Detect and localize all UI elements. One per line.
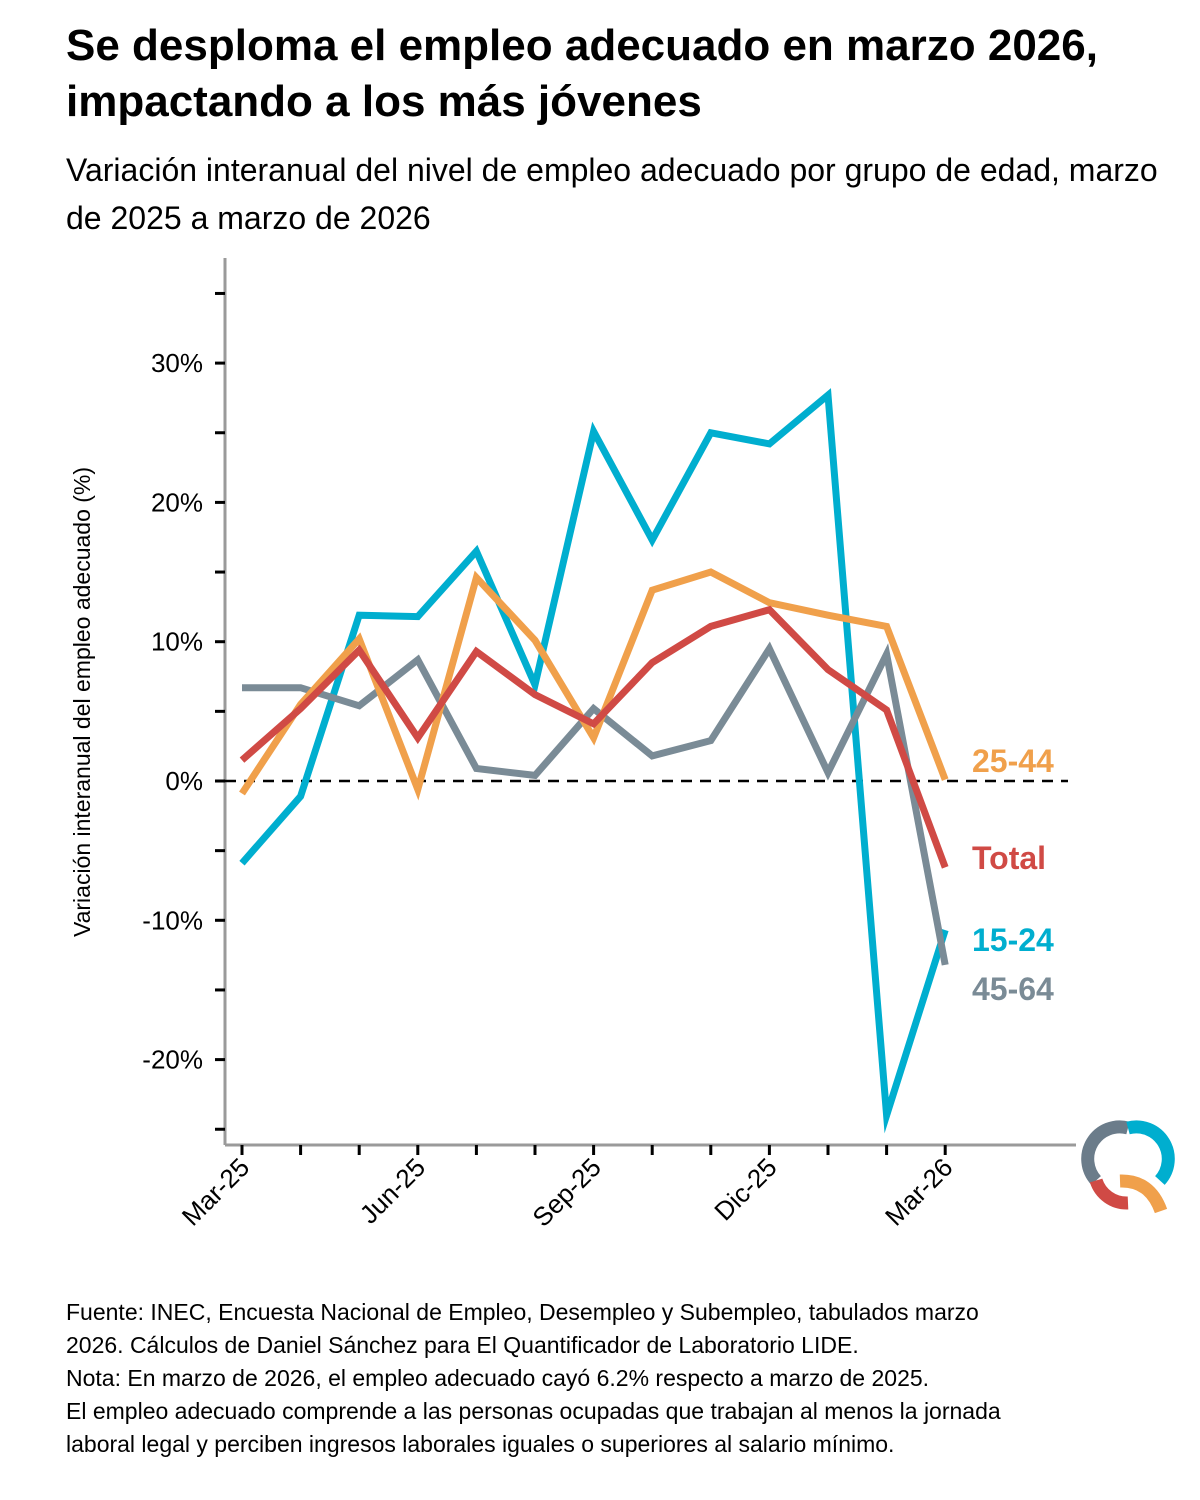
footnote-line: El empleo adecuado comprende a las perso… xyxy=(66,1398,1001,1424)
series-end-label: Total xyxy=(972,840,1046,876)
footnote-line: Nota: En marzo de 2026, el empleo adecua… xyxy=(66,1365,930,1391)
x-tick-label: Mar-26 xyxy=(879,1152,958,1231)
y-tick-label: 10% xyxy=(151,627,203,657)
y-axis-label: Variación interanual del empleo adecuado… xyxy=(69,467,95,937)
series-line-45-64 xyxy=(242,641,949,966)
x-tick-label: Sep-25 xyxy=(526,1152,606,1232)
plot-area: -20% -10% 0% 10% 20% 30% Mar-25 Jun-25 Sep-25 Dic… xyxy=(142,258,1076,1233)
y-tick-label: 30% xyxy=(151,348,203,378)
series-line-25-44 xyxy=(239,568,949,801)
x-tick-label: Dic-25 xyxy=(708,1152,782,1226)
series-end-label: 15-24 xyxy=(972,922,1054,958)
y-tick-label: 0% xyxy=(165,766,203,796)
x-tick-label: Mar-25 xyxy=(176,1152,255,1231)
x-tick-label: Jun-25 xyxy=(354,1152,431,1229)
logo-arc-grey xyxy=(1081,1120,1130,1185)
series-end-label: 45-64 xyxy=(972,971,1054,1007)
footnote-line: laboral legal y perciben ingresos labora… xyxy=(66,1431,895,1457)
y-tick-label: -10% xyxy=(142,905,203,935)
logo-arc-blue xyxy=(1126,1120,1175,1185)
quantificador-logo xyxy=(1081,1120,1175,1214)
series-line-15-24 xyxy=(239,388,949,1134)
series-end-label: 25-44 xyxy=(972,743,1054,779)
y-tick-label: -20% xyxy=(142,1045,203,1075)
y-tick-label: 20% xyxy=(151,487,203,517)
series-line-total xyxy=(239,605,949,869)
footnote: Fuente: INEC, Encuesta Nacional de Emple… xyxy=(66,1296,1176,1461)
logo-arc-red xyxy=(1089,1178,1129,1210)
footnote-line: Fuente: INEC, Encuesta Nacional de Emple… xyxy=(66,1299,979,1325)
logo-tail-orange xyxy=(1119,1174,1168,1214)
chart-subtitle: Variación interanual del nivel de empleo… xyxy=(66,152,1158,236)
chart-title: Se desploma el empleo adecuado en marzo … xyxy=(66,21,1098,126)
footnote-line: 2026. Cálculos de Daniel Sánchez para El… xyxy=(66,1332,859,1358)
